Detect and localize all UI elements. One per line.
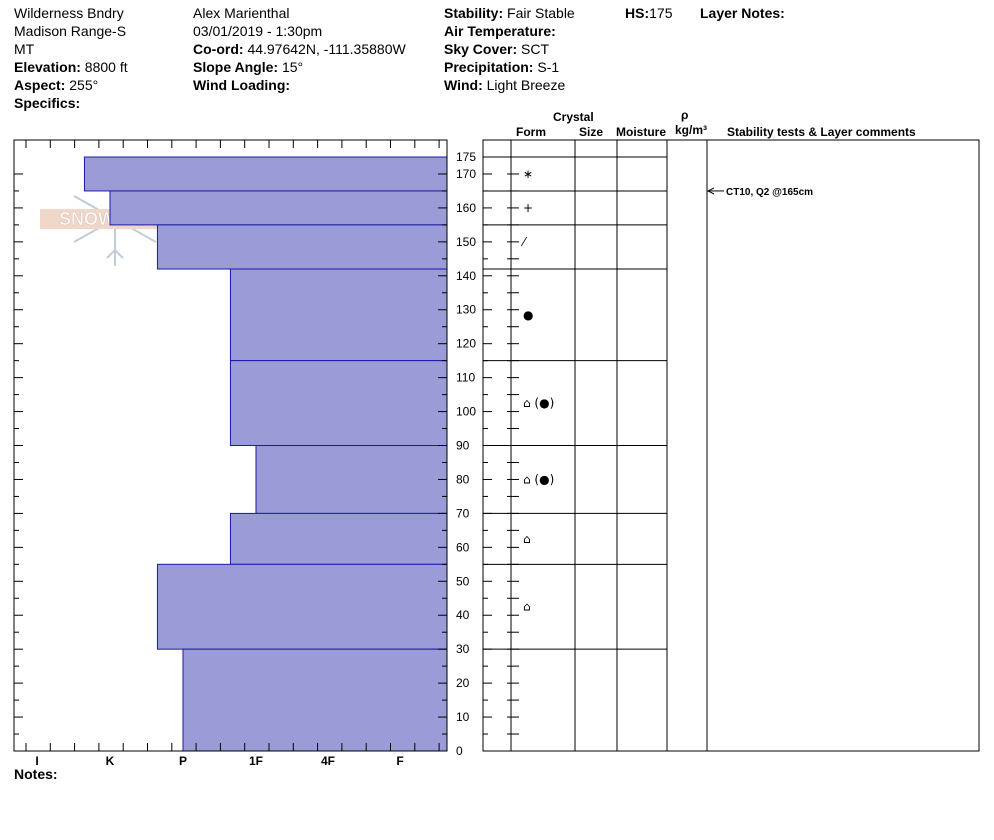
depth-tick-label: 20 [456,676,470,690]
depth-tick-label: 90 [456,439,470,453]
depth-tick-label: 60 [456,540,470,554]
wind-label: Wind: [444,77,483,93]
crystal-form-symbol: ⁄ [520,235,528,249]
elevation: Elevation: 8800 ft [14,58,128,76]
depth-tick-label: 160 [456,201,476,215]
hardness-bar [229,360,448,447]
crystal-form-symbol: ∗ [523,167,533,181]
hs-value: 175 [649,5,673,21]
hardness-bar [83,156,448,192]
col-comments: Stability tests & Layer comments [727,125,916,139]
depth-tick-label: 100 [456,405,476,419]
specifics-label: Specifics: [14,95,81,111]
elevation-value: 8800 ft [84,59,128,75]
precip: Precipitation: S-1 [444,58,575,76]
wind-loading-label: Wind Loading: [193,77,291,93]
layer-notes: Layer Notes: [700,4,785,22]
depth-tick-label: 50 [456,574,470,588]
coord-label: Co-ord: [193,41,244,57]
wind-value: Light Breeze [486,77,566,93]
x-tick-label: F [396,754,403,768]
crystal-form-symbol: ● [523,308,533,322]
crystal-form-symbol: ⌂ [523,532,531,546]
hardness-bar [182,648,448,752]
sky: Sky Cover: SCT [444,40,575,58]
aspect-label: Aspect: [14,77,66,93]
aspect: Aspect: 255° [14,76,128,94]
depth-tick-label: 110 [456,371,475,385]
depth-tick-label: 70 [456,506,470,520]
coord: Co-ord: 44.97642N, -111.35880W [193,40,406,58]
hs: HS:175 [625,4,672,22]
depth-tick-label: 30 [456,642,470,656]
col-rho: ρ [681,108,689,122]
col-form: Form [516,125,546,139]
datetime: 03/01/2019 - 1:30pm [193,23,323,39]
observer: Alex Marienthal [193,5,290,21]
depth-tick-label: 130 [456,303,476,317]
aspect-value: 255° [69,77,99,93]
hardness-bar [109,190,448,226]
range: Madison Range-S [14,23,127,39]
location: Wilderness Bndry [14,5,124,21]
sky-value: SCT [521,41,550,57]
wind-loading: Wind Loading: [193,76,406,94]
hardness-bar [156,563,448,650]
depth-tick-label: 170 [456,167,476,181]
sky-label: Sky Cover: [444,41,518,57]
hardness-bar [229,512,448,565]
depth-tick-label: 150 [456,235,476,249]
crystal-form-symbol: ⌂ [523,600,531,614]
stability-value: Fair Stable [507,5,575,21]
col-crystal: Crystal [553,110,594,124]
crystal-form-symbol: ⌂ (●) [523,396,554,410]
depth-tick-label: 80 [456,472,470,486]
x-tick-label: 4F [321,754,335,768]
col-size: Size [579,125,604,139]
depth-tick-label: 0 [456,744,463,758]
slope: Slope Angle: 15° [193,58,406,76]
header-conditions: Stability: Fair Stable Air Temperature: … [444,4,575,94]
coord-value: 44.97642N, -111.35880W [247,41,406,57]
state: MT [14,41,35,57]
col-moisture: Moisture [616,125,667,139]
col-density-unit: kg/m³ [675,123,708,137]
depth-tick-label: 175 [456,150,476,164]
stability-label: Stability: [444,5,504,21]
hardness-bar [255,445,448,514]
air-temp-label: Air Temperature: [444,23,556,39]
x-tick-label: 1F [249,754,263,768]
crystal-form-symbol: ⌂ (●) [523,472,554,486]
hardness-bar [229,268,448,362]
header-location: Wilderness Bndry Madison Range-S MT Elev… [14,4,128,112]
depth-tick-label: 10 [456,710,470,724]
x-tick-label: I [35,754,38,768]
hs-label: HS: [625,5,650,21]
air-temp: Air Temperature: [444,22,575,40]
stability: Stability: Fair Stable [444,4,575,22]
annotation-arrowhead [706,187,715,195]
wind: Wind: Light Breeze [444,76,575,94]
slope-label: Slope Angle: [193,59,279,75]
stability-test-annotation: CT10, Q2 @165cm [726,187,813,198]
depth-tick-label: 120 [456,337,476,351]
specifics: Specifics: [14,94,128,112]
x-tick-label: K [106,754,115,768]
notes-label: Notes: [14,766,58,782]
header-observer: Alex Marienthal 03/01/2019 - 1:30pm Co-o… [193,4,406,94]
x-tick-label: P [179,754,187,768]
precip-value: S-1 [537,59,560,75]
precip-label: Precipitation: [444,59,534,75]
crystal-form-symbol: + [523,201,533,215]
hardness-bar [156,224,448,270]
slope-value: 15° [281,59,304,75]
layer-notes-label: Layer Notes: [700,5,785,21]
depth-tick-label: 40 [456,608,470,622]
elevation-label: Elevation: [14,59,81,75]
depth-tick-label: 140 [456,269,476,283]
